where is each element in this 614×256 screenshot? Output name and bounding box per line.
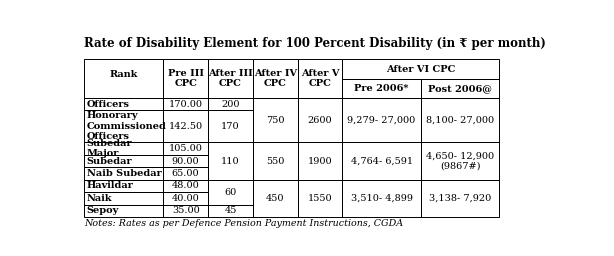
- Text: After IV
CPC: After IV CPC: [254, 69, 297, 88]
- Text: 142.50: 142.50: [169, 122, 203, 131]
- Text: 35.00: 35.00: [172, 206, 200, 215]
- Bar: [343, 79, 421, 98]
- Bar: [343, 180, 421, 217]
- Bar: [84, 205, 163, 217]
- Bar: [84, 98, 163, 110]
- Text: Rank: Rank: [109, 70, 138, 79]
- Bar: [84, 192, 163, 205]
- Bar: [163, 155, 208, 167]
- Bar: [208, 110, 253, 143]
- Text: Pre 2006*: Pre 2006*: [354, 84, 409, 93]
- Bar: [253, 98, 298, 143]
- Bar: [208, 98, 253, 110]
- Text: 450: 450: [266, 194, 284, 203]
- Text: 48.00: 48.00: [172, 182, 200, 190]
- Text: 1900: 1900: [308, 157, 332, 166]
- Bar: [343, 143, 421, 180]
- Bar: [84, 143, 163, 155]
- Bar: [421, 180, 499, 217]
- Text: 4,650- 12,900
(9867#): 4,650- 12,900 (9867#): [426, 151, 494, 171]
- Text: Sepoy: Sepoy: [87, 206, 119, 215]
- Bar: [163, 205, 208, 217]
- Bar: [163, 167, 208, 180]
- Bar: [421, 79, 499, 98]
- Bar: [84, 167, 163, 180]
- Text: Subedar: Subedar: [87, 157, 133, 166]
- Text: 90.00: 90.00: [172, 157, 200, 166]
- Bar: [163, 59, 208, 98]
- Text: 60: 60: [224, 188, 236, 197]
- Bar: [208, 180, 253, 205]
- Text: Naik: Naik: [87, 194, 112, 203]
- Text: Rate of Disability Element for 100 Percent Disability (in ₹ per month): Rate of Disability Element for 100 Perce…: [84, 37, 546, 50]
- Bar: [298, 180, 343, 217]
- Text: Naib Subedar: Naib Subedar: [87, 169, 161, 178]
- Bar: [298, 98, 343, 143]
- Bar: [421, 143, 499, 180]
- Text: 40.00: 40.00: [172, 194, 200, 203]
- Text: 2600: 2600: [308, 116, 332, 125]
- Bar: [253, 143, 298, 180]
- Bar: [163, 98, 208, 110]
- Text: Notes: Rates as per Defence Pension Payment Instructions, CGDA: Notes: Rates as per Defence Pension Paym…: [84, 219, 403, 228]
- Text: 550: 550: [266, 157, 284, 166]
- Text: After VI CPC: After VI CPC: [386, 65, 456, 74]
- Text: Havildar: Havildar: [87, 182, 134, 190]
- Bar: [208, 205, 253, 217]
- Text: 110: 110: [221, 157, 239, 166]
- Text: After V
CPC: After V CPC: [301, 69, 339, 88]
- Bar: [84, 59, 163, 98]
- Text: After III
CPC: After III CPC: [208, 69, 253, 88]
- Text: 3,510- 4,899: 3,510- 4,899: [351, 194, 413, 203]
- Text: 45: 45: [224, 206, 236, 215]
- Bar: [163, 180, 208, 192]
- Bar: [84, 155, 163, 167]
- Text: 170.00: 170.00: [169, 100, 203, 109]
- Bar: [84, 180, 163, 192]
- Text: 8,100- 27,000: 8,100- 27,000: [426, 116, 494, 125]
- Text: 1550: 1550: [308, 194, 332, 203]
- Bar: [298, 143, 343, 180]
- Bar: [208, 59, 253, 98]
- Text: Pre III
CPC: Pre III CPC: [168, 69, 204, 88]
- Bar: [253, 180, 298, 217]
- Bar: [343, 98, 421, 143]
- Text: Honorary
Commissioned
Officers: Honorary Commissioned Officers: [87, 111, 166, 141]
- Bar: [84, 110, 163, 143]
- Text: 9,279- 27,000: 9,279- 27,000: [348, 116, 416, 125]
- Bar: [163, 143, 208, 155]
- Text: 4,764- 6,591: 4,764- 6,591: [351, 157, 413, 166]
- Bar: [253, 59, 298, 98]
- Text: 65.00: 65.00: [172, 169, 200, 178]
- Bar: [421, 98, 499, 143]
- Text: Post 2006@: Post 2006@: [428, 84, 492, 93]
- Text: 105.00: 105.00: [169, 144, 203, 153]
- Text: 200: 200: [221, 100, 239, 109]
- Text: 170: 170: [221, 122, 239, 131]
- Text: Subedar
Major: Subedar Major: [87, 139, 133, 158]
- Bar: [163, 192, 208, 205]
- Bar: [343, 59, 499, 79]
- Text: 750: 750: [266, 116, 284, 125]
- Bar: [208, 143, 253, 180]
- Bar: [163, 110, 208, 143]
- Text: 3,138- 7,920: 3,138- 7,920: [429, 194, 491, 203]
- Text: Officers: Officers: [87, 100, 130, 109]
- Bar: [298, 59, 343, 98]
